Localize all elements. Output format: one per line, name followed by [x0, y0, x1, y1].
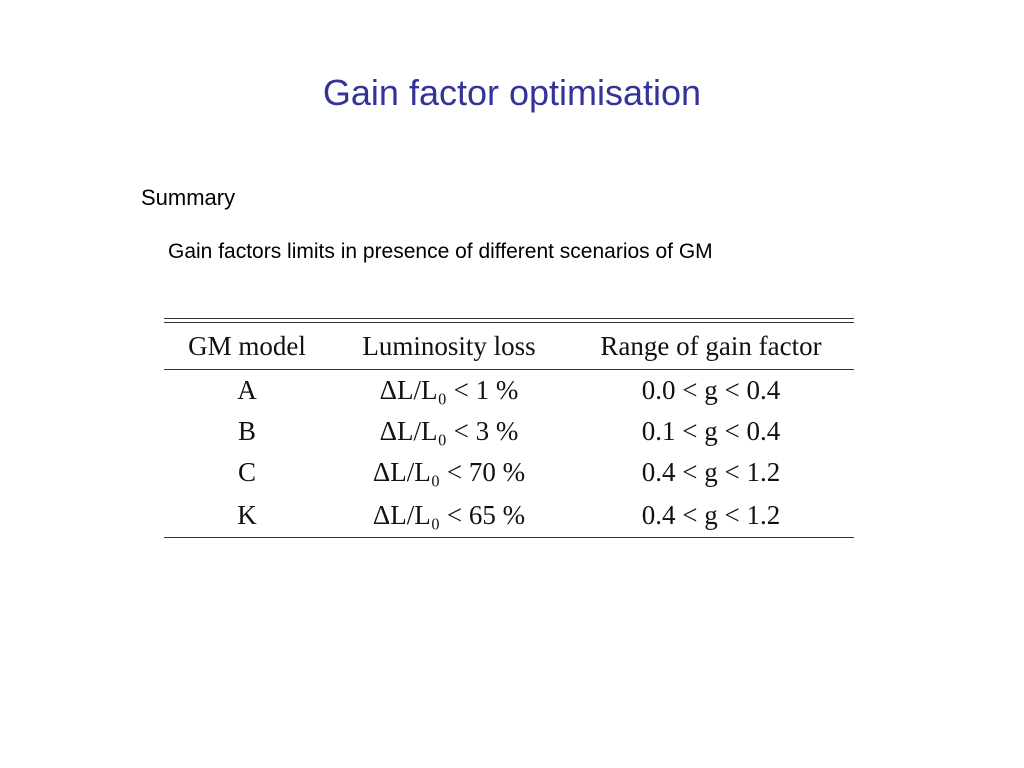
table-row: B ΔL/L₀ < 3 % 0.1 < g < 0.4: [164, 411, 854, 452]
slide-title: Gain factor optimisation: [322, 72, 702, 113]
cell-gain-range: 0.0 < g < 0.4: [641, 375, 781, 405]
cell-gain-range: 0.1 < g < 0.4: [641, 416, 781, 446]
cell-gm-model: K: [164, 493, 330, 538]
cell-luminosity-loss: ΔL/L₀ < 3 %: [379, 416, 519, 446]
table-row: C ΔL/L₀ < 70 % 0.4 < g < 1.2: [164, 452, 854, 493]
cell-luminosity-loss: ΔL/L₀ < 65 %: [330, 493, 568, 538]
table-row: A ΔL/L₀ < 1 % 0.0 < g < 0.4: [164, 370, 854, 412]
cell-gain-range: 0.4 < g < 1.2: [641, 457, 781, 487]
cell-luminosity-loss: ΔL/L₀ < 1 %: [379, 375, 519, 405]
table-top-double-rule: [164, 318, 854, 323]
summary-label: Summary: [141, 185, 236, 210]
header-gm-model: GM model: [164, 323, 330, 370]
gain-factor-table: GM model Luminosity loss Range of gain f…: [164, 323, 854, 538]
table-caption: Gain factors limits in presence of diffe…: [168, 240, 713, 263]
cell-gain-range: 0.4 < g < 1.2: [568, 493, 854, 538]
gain-factor-table-container: GM model Luminosity loss Range of gain f…: [164, 318, 854, 538]
cell-gm-model: C: [237, 457, 256, 487]
table-header-row: GM model Luminosity loss Range of gain f…: [164, 323, 854, 370]
table-row: K ΔL/L₀ < 65 % 0.4 < g < 1.2: [164, 493, 854, 538]
cell-luminosity-loss: ΔL/L₀ < 70 %: [372, 457, 526, 487]
header-gain-range: Range of gain factor: [568, 323, 854, 370]
cell-gm-model: B: [237, 416, 256, 446]
header-luminosity-loss: Luminosity loss: [330, 323, 568, 370]
cell-gm-model: A: [237, 375, 257, 405]
